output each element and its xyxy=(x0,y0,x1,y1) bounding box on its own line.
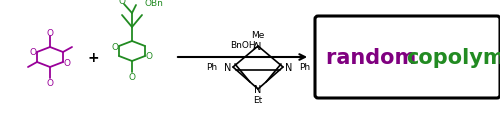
Text: O: O xyxy=(112,42,118,51)
Text: O: O xyxy=(128,72,136,81)
Text: Et: Et xyxy=(254,96,262,105)
Text: OBn: OBn xyxy=(144,0,163,7)
Text: random: random xyxy=(326,48,424,67)
Text: +: + xyxy=(87,51,99,64)
Text: N: N xyxy=(285,62,292,72)
Text: O: O xyxy=(46,78,54,87)
Text: Al: Al xyxy=(254,42,262,52)
Text: N: N xyxy=(254,84,262,94)
Text: copolymer: copolymer xyxy=(406,48,500,67)
Text: Ph: Ph xyxy=(206,63,217,72)
Text: O: O xyxy=(30,48,36,57)
Text: O: O xyxy=(64,58,70,67)
Text: O: O xyxy=(118,0,126,5)
Text: BnOH: BnOH xyxy=(230,40,256,49)
Text: O: O xyxy=(146,52,152,61)
Text: Ph: Ph xyxy=(299,63,310,72)
Text: O: O xyxy=(46,28,54,37)
FancyBboxPatch shape xyxy=(315,17,500,98)
Text: Me: Me xyxy=(252,31,264,40)
Text: N: N xyxy=(224,62,231,72)
